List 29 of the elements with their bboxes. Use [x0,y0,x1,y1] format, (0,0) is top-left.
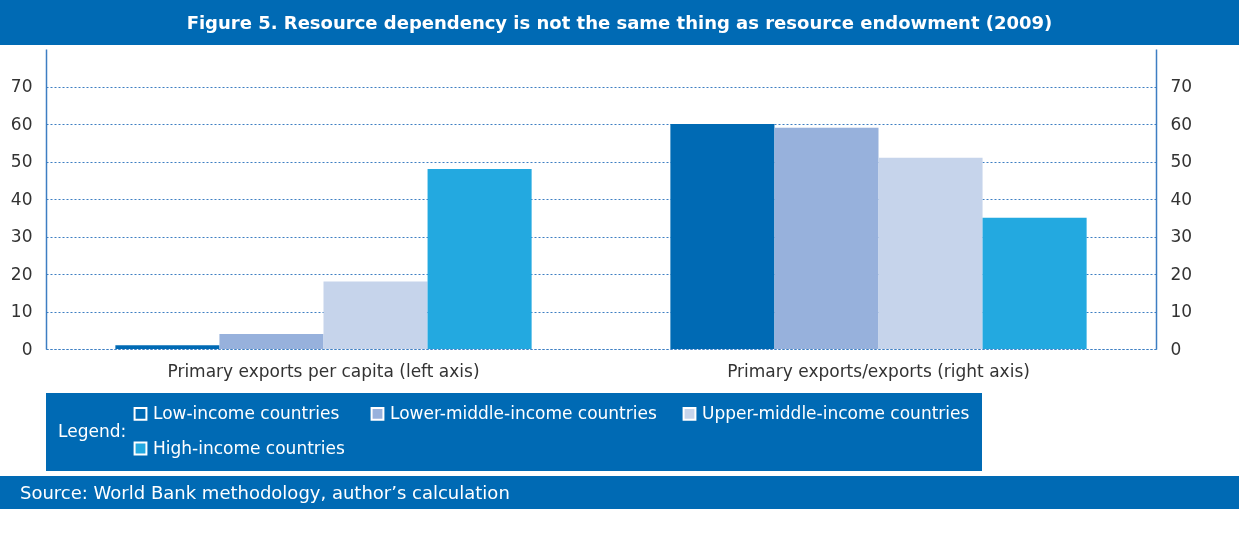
y-tick-label: 50 [10,151,33,171]
y-tick-label: 20 [10,263,33,284]
y2-tick-label: 30 [1170,226,1193,246]
y-tick-label: 60 [10,113,33,134]
y2-tick-label: 40 [1170,188,1193,209]
legend-label: Low-income countries [153,402,340,423]
y-tick-label: 30 [10,226,33,246]
legend-label: Lower-middle-income countries [390,402,657,423]
x-tick-label: Primary exports per capita (left axis) [167,360,480,381]
bar [219,334,324,349]
y-tick-label: 40 [10,188,33,209]
y2-tick-label: 0 [1170,338,1182,359]
x-tick-label: Primary exports/exports (right axis) [727,360,1030,381]
y2-tick-label: 60 [1170,113,1193,134]
legend-title: Legend: [58,421,127,441]
y2-tick-label: 50 [1170,151,1193,171]
y-tick-label: 10 [10,301,33,321]
y-tick-label: 70 [10,76,33,96]
y2-tick-label: 70 [1170,76,1193,96]
y-tick-label: 0 [21,338,33,359]
y2-tick-label: 20 [1170,263,1193,284]
legend-label: Upper-middle-income countries [702,402,970,423]
legend-label: High-income countries [153,437,346,458]
bar [323,281,428,349]
bar [115,345,220,349]
y2-tick-label: 10 [1170,301,1193,321]
chart-title: Figure 5. Resource dependency is not the same thing as resource endowment (2009) [0,0,1239,45]
bar [427,169,532,349]
source-note: Source: World Bank methodology, author’s calculation [0,475,1239,509]
